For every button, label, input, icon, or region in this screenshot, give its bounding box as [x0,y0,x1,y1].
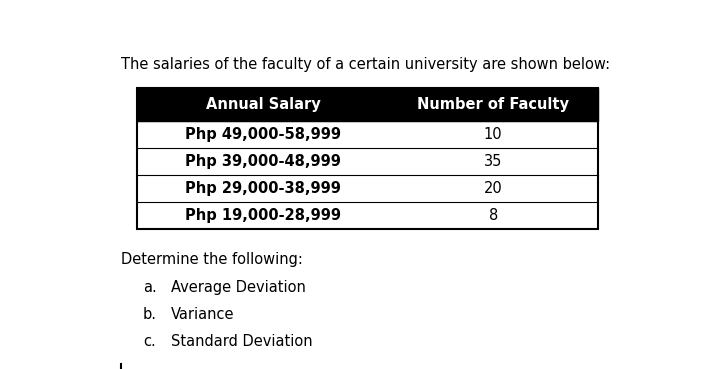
Text: Php 19,000-28,999: Php 19,000-28,999 [185,208,341,223]
Text: Php 39,000-48,999: Php 39,000-48,999 [185,154,341,169]
Text: Annual Salary: Annual Salary [206,97,320,112]
Text: Average Deviation: Average Deviation [171,280,306,295]
Text: a.: a. [143,280,157,295]
Text: The salaries of the faculty of a certain university are shown below:: The salaries of the faculty of a certain… [121,57,610,72]
Text: Determine the following:: Determine the following: [121,252,302,267]
Text: 20: 20 [484,181,503,196]
Text: Php 49,000-58,999: Php 49,000-58,999 [185,127,341,142]
FancyBboxPatch shape [138,88,598,121]
Text: 35: 35 [484,154,503,169]
Text: Variance: Variance [171,307,235,322]
Text: c.: c. [143,334,156,349]
Text: 8: 8 [489,208,498,223]
Text: 10: 10 [484,127,503,142]
Text: Standard Deviation: Standard Deviation [171,334,312,349]
Text: b.: b. [143,307,157,322]
Text: Number of Faculty: Number of Faculty [417,97,569,112]
Text: Php 29,000-38,999: Php 29,000-38,999 [185,181,341,196]
